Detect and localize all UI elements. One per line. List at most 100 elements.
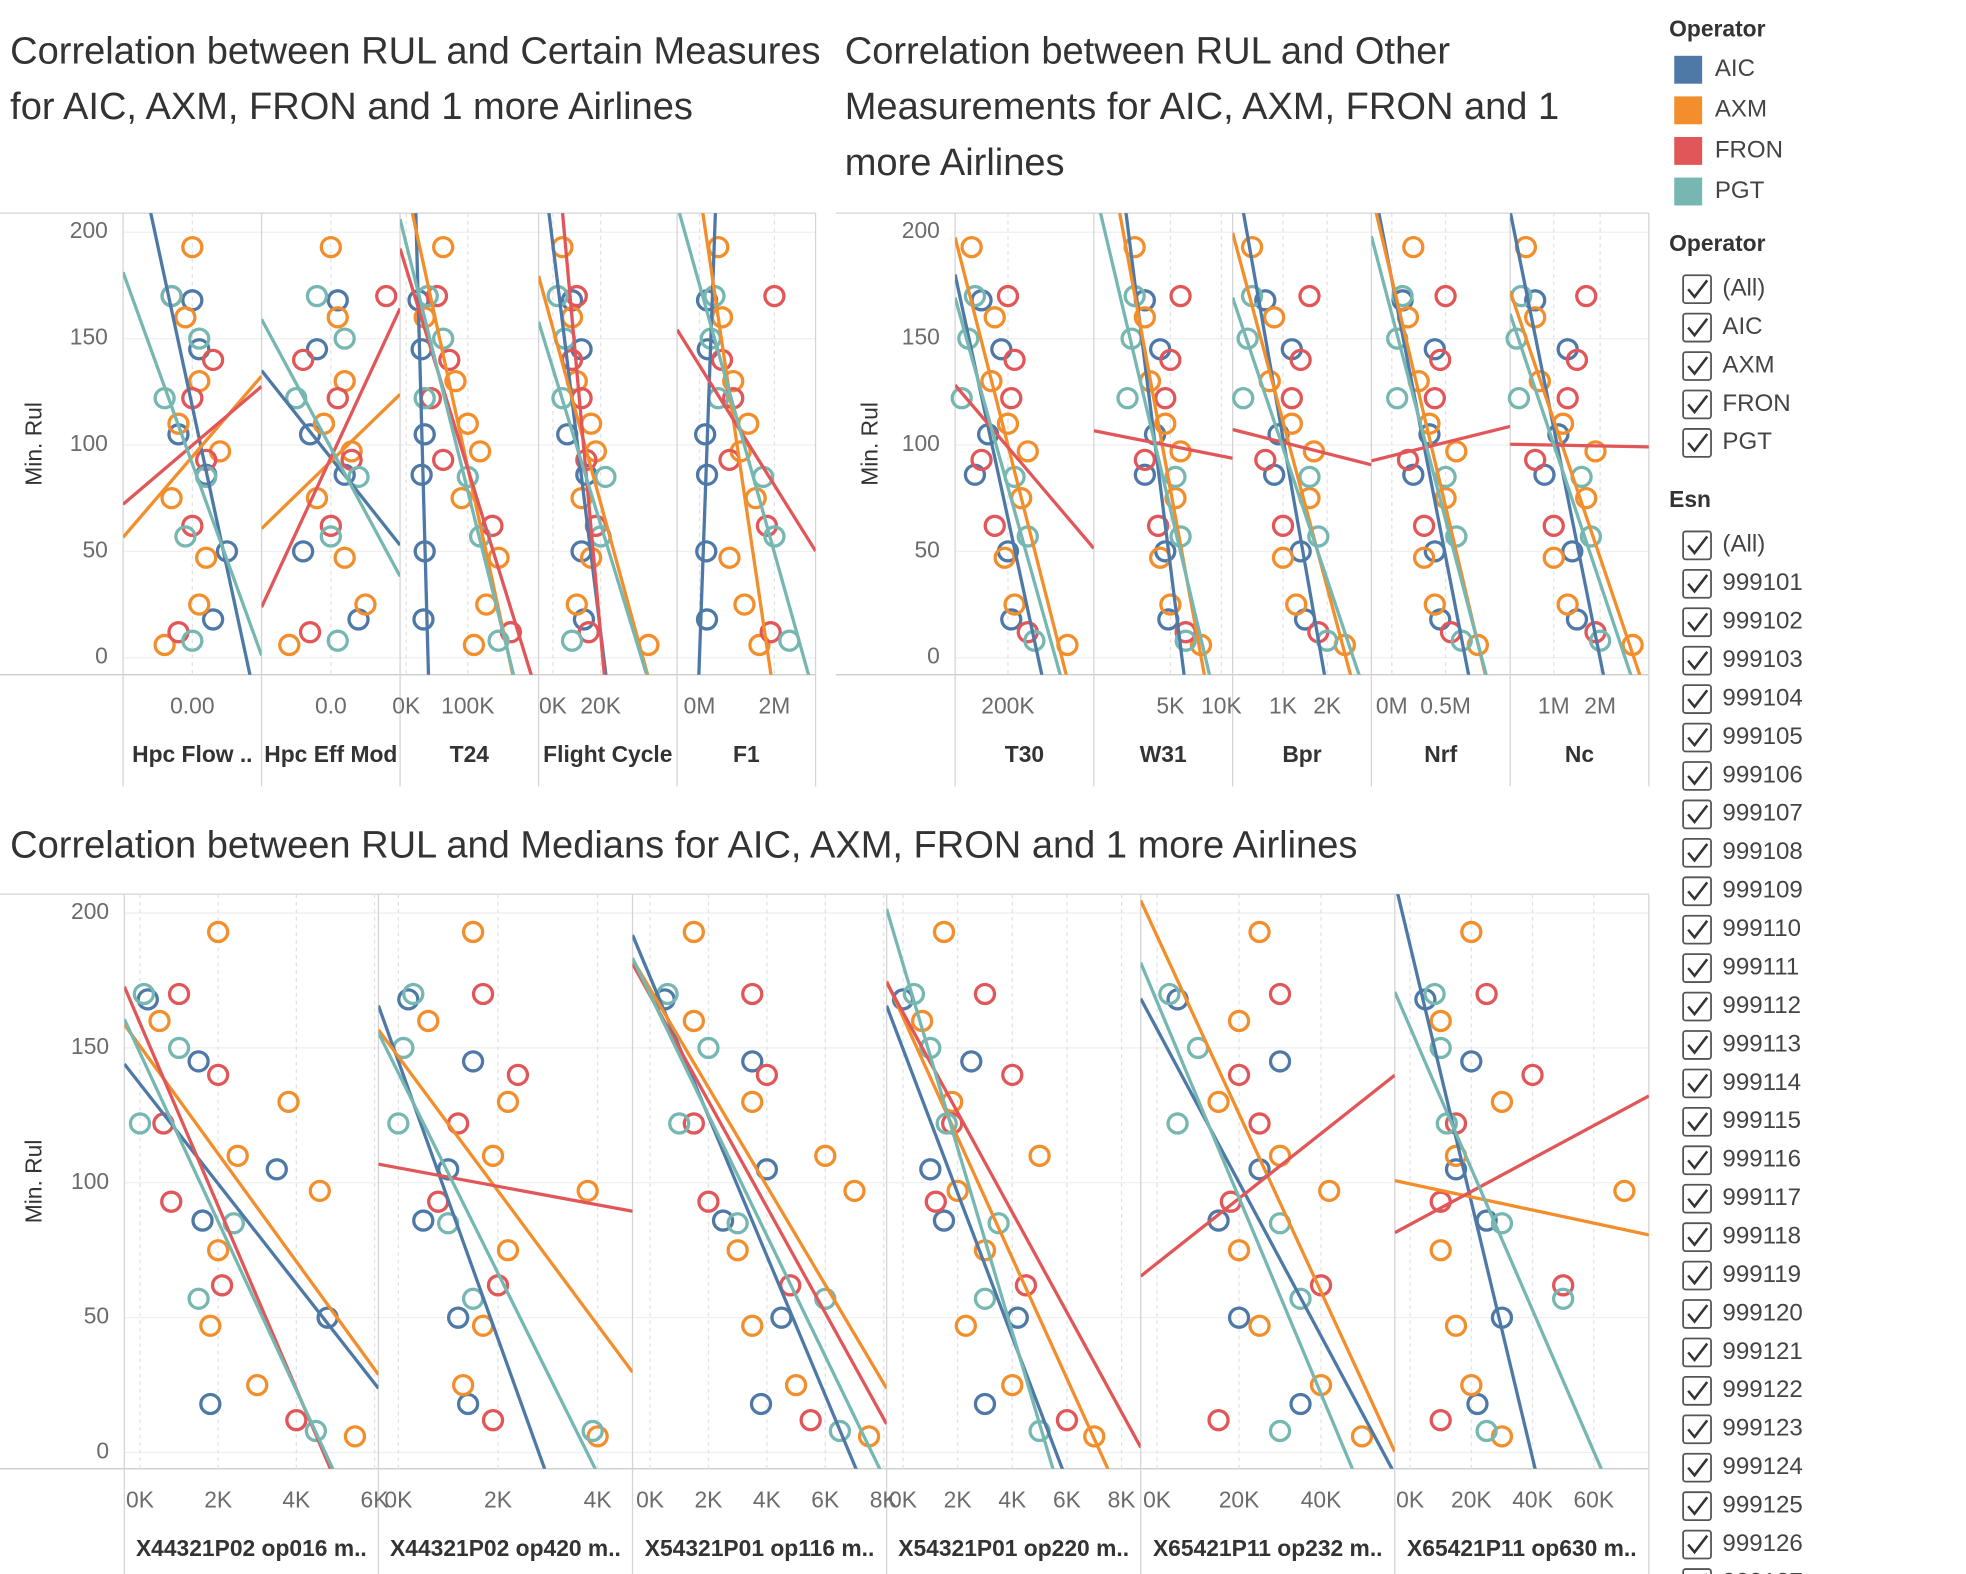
data-point bbox=[1028, 1144, 1051, 1167]
checkbox-check bbox=[1687, 804, 1709, 825]
data-point bbox=[1466, 1392, 1489, 1416]
checkbox-check bbox=[1687, 1419, 1709, 1439]
filter-checkbox[interactable]: (All) bbox=[1682, 274, 1765, 305]
filter-checkbox[interactable]: 999114 bbox=[1682, 1068, 1801, 1099]
filter-checkbox[interactable]: AXM bbox=[1682, 351, 1775, 381]
y-tick-label: 150 bbox=[71, 1033, 109, 1059]
checkbox-check bbox=[1687, 689, 1709, 709]
filter-checkbox[interactable]: 999115 bbox=[1682, 1107, 1801, 1137]
filter-option: 999126 bbox=[1722, 1530, 1802, 1557]
filter-checkbox[interactable]: 999107 bbox=[1682, 799, 1803, 830]
filter-checkbox[interactable]: 999106 bbox=[1682, 761, 1803, 791]
filter-checkbox[interactable]: 999124 bbox=[1682, 1452, 1803, 1483]
filter-checkbox[interactable]: (All) bbox=[1682, 530, 1765, 561]
trend-line bbox=[414, 213, 431, 675]
panel-label: Hpc Eff Mod bbox=[264, 741, 397, 767]
filter-checkbox[interactable]: PGT bbox=[1682, 428, 1772, 458]
checkbox-box bbox=[1682, 1414, 1712, 1445]
trend-line bbox=[123, 385, 262, 506]
filter-title: Esn bbox=[1669, 486, 1711, 512]
filter-checkbox[interactable]: 999108 bbox=[1682, 837, 1803, 868]
trend-line bbox=[1098, 213, 1212, 675]
trend-line bbox=[886, 980, 1110, 1469]
trend-line bbox=[1241, 213, 1327, 675]
checkbox-check bbox=[1687, 394, 1709, 415]
filter-checkbox[interactable]: 999111 bbox=[1682, 953, 1799, 983]
filter-checkbox[interactable]: 999121 bbox=[1682, 1337, 1803, 1368]
data-point bbox=[291, 348, 315, 372]
data-point bbox=[1551, 1274, 1575, 1297]
trend-line bbox=[1510, 442, 1649, 449]
x-tick-label: 1M bbox=[1538, 693, 1570, 719]
x-tick-label: 6K bbox=[1053, 1487, 1081, 1513]
filter-checkbox[interactable]: 999102 bbox=[1682, 607, 1803, 638]
filter-checkbox[interactable]: 999113 bbox=[1682, 1030, 1801, 1060]
data-point bbox=[970, 448, 993, 472]
data-point bbox=[1507, 387, 1531, 410]
filter-checkbox[interactable]: 999110 bbox=[1682, 914, 1801, 945]
data-point bbox=[565, 593, 588, 616]
filter-checkbox[interactable]: 999125 bbox=[1682, 1491, 1803, 1521]
data-point bbox=[1254, 448, 1277, 472]
filter-checkbox[interactable]: 999101 bbox=[1682, 568, 1803, 599]
trend-line bbox=[378, 1028, 633, 1374]
data-point bbox=[1551, 1287, 1575, 1310]
data-point bbox=[1402, 235, 1425, 259]
legend-label: AXM bbox=[1715, 96, 1767, 123]
trend-line bbox=[1394, 991, 1604, 1469]
data-point bbox=[456, 1392, 480, 1416]
filter-checkbox[interactable]: 999119 bbox=[1682, 1260, 1801, 1291]
data-point bbox=[1268, 1050, 1292, 1073]
data-point bbox=[1207, 1409, 1230, 1432]
panel-label: Nc bbox=[1565, 741, 1594, 767]
data-point bbox=[697, 1036, 720, 1060]
filter-checkbox[interactable]: 999104 bbox=[1682, 684, 1803, 714]
filter-checkbox[interactable]: AIC bbox=[1682, 312, 1763, 343]
x-tick-label: 8K bbox=[870, 1487, 898, 1513]
data-point bbox=[932, 1209, 956, 1232]
x-tick-label: 1K bbox=[1269, 693, 1297, 719]
filter-checkbox[interactable]: 999120 bbox=[1682, 1299, 1803, 1329]
filter-checkbox[interactable]: 999116 bbox=[1682, 1145, 1801, 1176]
filter-checkbox[interactable]: 999123 bbox=[1682, 1414, 1803, 1445]
checkbox-box bbox=[1682, 274, 1712, 305]
filter-checkbox[interactable]: 999118 bbox=[1682, 1222, 1801, 1252]
filter-checkbox[interactable]: 999105 bbox=[1682, 722, 1803, 753]
data-point bbox=[1154, 412, 1177, 435]
filter-option: 999120 bbox=[1722, 1299, 1802, 1326]
legend-label: FRON bbox=[1715, 136, 1783, 163]
checkbox-check bbox=[1687, 279, 1709, 299]
filter-checkbox[interactable]: 999127 bbox=[1682, 1568, 1803, 1574]
checkbox-box bbox=[1682, 607, 1712, 638]
data-point bbox=[1016, 440, 1039, 463]
data-point bbox=[726, 1212, 749, 1235]
filter-checkbox[interactable]: 999122 bbox=[1682, 1376, 1803, 1406]
checkbox-box bbox=[1682, 684, 1712, 714]
data-point bbox=[722, 369, 745, 393]
filter-checkbox[interactable]: 999103 bbox=[1682, 645, 1803, 676]
data-point bbox=[924, 1190, 947, 1213]
trend-line bbox=[124, 985, 333, 1469]
data-point bbox=[1542, 514, 1565, 537]
data-point bbox=[718, 546, 741, 569]
filter-checkbox[interactable]: FRON bbox=[1682, 389, 1791, 420]
checkbox-check bbox=[1687, 766, 1709, 786]
data-point bbox=[1460, 920, 1483, 944]
y-tick-label: 50 bbox=[82, 536, 107, 562]
x-tick-label: 0.5M bbox=[1420, 693, 1471, 719]
checkbox-check bbox=[1687, 651, 1709, 671]
data-point bbox=[695, 540, 718, 563]
panel-label: T30 bbox=[1005, 741, 1044, 767]
filter-checkbox[interactable]: 999126 bbox=[1682, 1529, 1803, 1560]
legend-label: PGT bbox=[1715, 177, 1765, 204]
trend-line bbox=[1140, 962, 1355, 1469]
data-point bbox=[1521, 1063, 1544, 1087]
data-point bbox=[954, 1314, 978, 1337]
y-tick-label: 200 bbox=[902, 217, 940, 243]
filter-checkbox[interactable]: 999112 bbox=[1682, 991, 1801, 1022]
checkbox-check bbox=[1687, 1342, 1709, 1363]
filter-checkbox[interactable]: 999109 bbox=[1682, 876, 1803, 907]
filter-checkbox[interactable]: 999117 bbox=[1682, 1183, 1801, 1214]
data-point bbox=[1285, 593, 1308, 616]
y-axis-label: Min. Rul bbox=[856, 402, 882, 486]
